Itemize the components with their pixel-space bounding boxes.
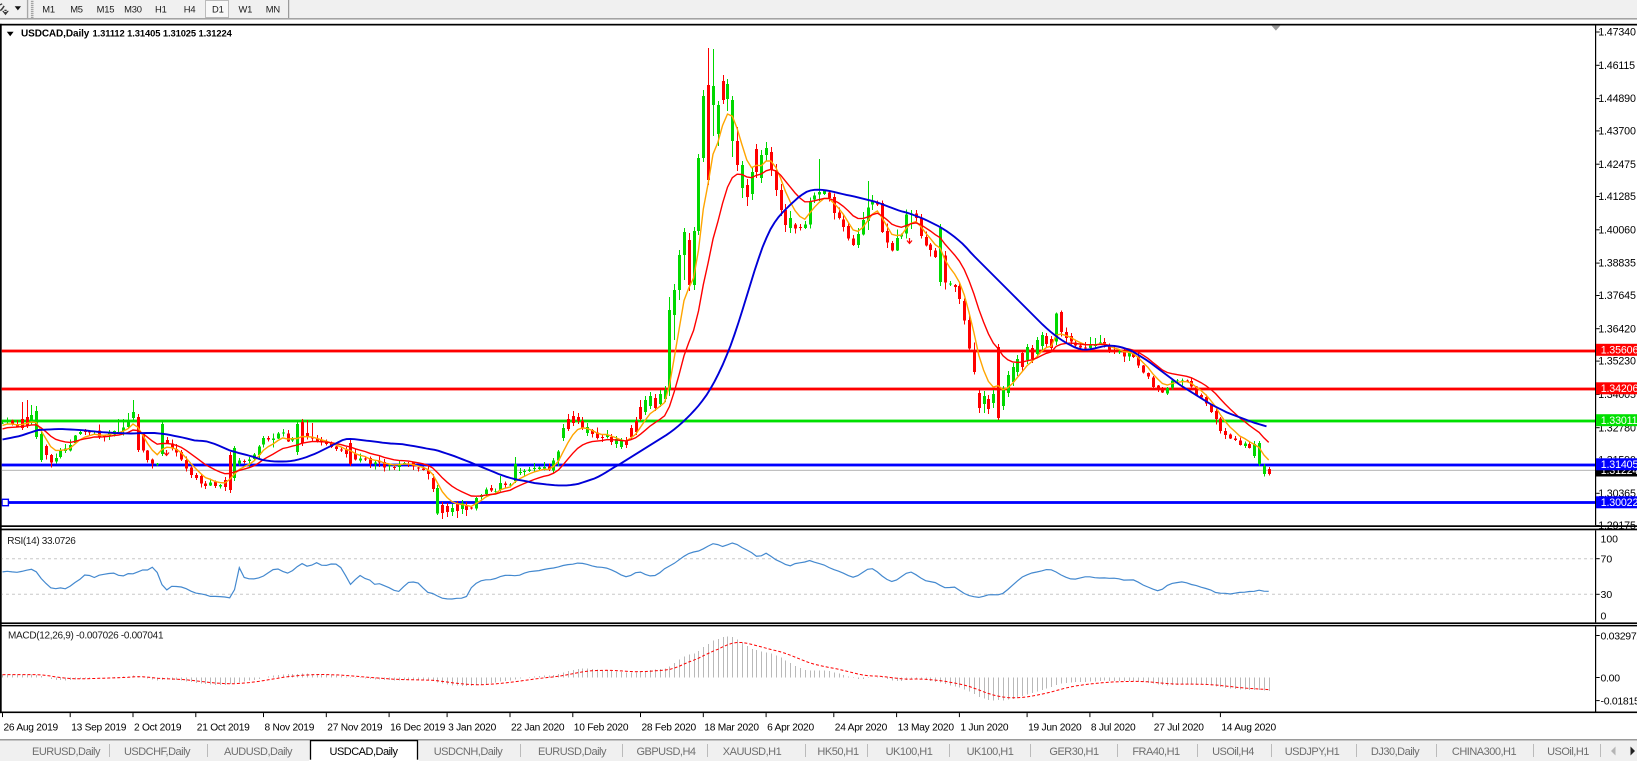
svg-text:1.38835: 1.38835 xyxy=(1598,258,1636,270)
svg-text:M30: M30 xyxy=(124,4,142,15)
svg-text:1.31405: 1.31405 xyxy=(1601,459,1637,471)
svg-text:EURUSD,Daily: EURUSD,Daily xyxy=(32,746,101,758)
svg-text:70: 70 xyxy=(1601,554,1613,566)
svg-text:8 Jul 2020: 8 Jul 2020 xyxy=(1091,723,1136,734)
svg-text:MACD(12,26,9) -0.007026 -0.007: MACD(12,26,9) -0.007026 -0.007041 xyxy=(8,631,164,642)
svg-text:GER30,H1: GER30,H1 xyxy=(1049,746,1099,758)
svg-text:RSI(14) 33.0726: RSI(14) 33.0726 xyxy=(7,536,76,547)
svg-text:28 Feb 2020: 28 Feb 2020 xyxy=(642,723,697,734)
svg-text:1.35606: 1.35606 xyxy=(1601,345,1637,357)
svg-text:W1: W1 xyxy=(238,4,252,15)
svg-text:10 Feb 2020: 10 Feb 2020 xyxy=(574,723,629,734)
svg-text:M5: M5 xyxy=(70,4,83,15)
svg-text:EURUSD,Daily: EURUSD,Daily xyxy=(538,746,607,758)
svg-text:M15: M15 xyxy=(97,4,115,15)
svg-text:24 Apr 2020: 24 Apr 2020 xyxy=(835,723,888,734)
svg-text:1.34206: 1.34206 xyxy=(1601,383,1637,395)
svg-text:0.00: 0.00 xyxy=(1601,672,1621,684)
svg-text:1.46115: 1.46115 xyxy=(1598,60,1635,72)
svg-text:1.41285: 1.41285 xyxy=(1598,191,1636,203)
svg-text:1.30022: 1.30022 xyxy=(1601,497,1637,509)
svg-text:-0.018154: -0.018154 xyxy=(1601,695,1637,707)
svg-text:1.47340: 1.47340 xyxy=(1598,27,1636,39)
svg-text:27 Nov 2019: 27 Nov 2019 xyxy=(327,723,383,734)
svg-text:2 Oct 2019: 2 Oct 2019 xyxy=(134,723,182,734)
svg-text:26 Aug 2019: 26 Aug 2019 xyxy=(4,723,59,734)
svg-text:M1: M1 xyxy=(42,4,55,15)
svg-text:13 Sep 2019: 13 Sep 2019 xyxy=(71,723,127,734)
svg-text:30: 30 xyxy=(1601,589,1613,601)
svg-text:USOil,H4: USOil,H4 xyxy=(1212,746,1254,758)
svg-text:1.31112 1.31405 1.31025 1.3122: 1.31112 1.31405 1.31025 1.31224 xyxy=(93,28,233,39)
svg-text:H4: H4 xyxy=(184,4,196,15)
svg-text:1.40060: 1.40060 xyxy=(1598,224,1636,236)
svg-text:8 Nov 2019: 8 Nov 2019 xyxy=(265,723,315,734)
svg-text:USDCHF,Daily: USDCHF,Daily xyxy=(124,746,191,758)
svg-text:18 Mar 2020: 18 Mar 2020 xyxy=(704,723,759,734)
svg-text:1.43700: 1.43700 xyxy=(1598,126,1636,138)
svg-text:MN: MN xyxy=(266,4,280,15)
svg-text:1.33011: 1.33011 xyxy=(1601,415,1637,427)
svg-text:21 Oct 2019: 21 Oct 2019 xyxy=(197,723,250,734)
svg-text:USOil,H1: USOil,H1 xyxy=(1547,746,1589,758)
svg-text:DJ30,Daily: DJ30,Daily xyxy=(1371,746,1420,758)
svg-text:14 Aug 2020: 14 Aug 2020 xyxy=(1221,723,1276,734)
svg-text:XAUUSD,H1: XAUUSD,H1 xyxy=(723,746,782,758)
svg-text:USDCAD,Daily: USDCAD,Daily xyxy=(330,746,399,758)
svg-text:UK100,H1: UK100,H1 xyxy=(886,746,933,758)
svg-text:1 Jun 2020: 1 Jun 2020 xyxy=(960,723,1008,734)
svg-text:3 Jan 2020: 3 Jan 2020 xyxy=(448,723,496,734)
svg-text:19 Jun 2020: 19 Jun 2020 xyxy=(1028,723,1082,734)
svg-text:GBPUSD,H4: GBPUSD,H4 xyxy=(636,746,695,758)
svg-text:UK100,H1: UK100,H1 xyxy=(967,746,1014,758)
svg-text:AUDUSD,Daily: AUDUSD,Daily xyxy=(224,746,293,758)
svg-text:27 Jul 2020: 27 Jul 2020 xyxy=(1154,723,1205,734)
svg-text:1.29175: 1.29175 xyxy=(1598,520,1636,532)
svg-text:FRA40,H1: FRA40,H1 xyxy=(1132,746,1180,758)
svg-text:HK50,H1: HK50,H1 xyxy=(817,746,859,758)
svg-text:1.44890: 1.44890 xyxy=(1598,93,1636,105)
svg-text:22 Jan 2020: 22 Jan 2020 xyxy=(511,723,565,734)
svg-text:D1: D1 xyxy=(212,4,224,15)
svg-text:CHINA300,H1: CHINA300,H1 xyxy=(1452,746,1517,758)
svg-text:13 May 2020: 13 May 2020 xyxy=(898,723,955,734)
svg-text:1.36420: 1.36420 xyxy=(1598,323,1636,335)
svg-text:1.35230: 1.35230 xyxy=(1598,356,1636,368)
svg-text:0.032972: 0.032972 xyxy=(1601,630,1637,642)
svg-text:USDCAD,Daily: USDCAD,Daily xyxy=(21,29,90,40)
svg-text:USDCNH,Daily: USDCNH,Daily xyxy=(434,746,504,758)
svg-text:1.37645: 1.37645 xyxy=(1598,290,1636,302)
svg-text:16 Dec 2019: 16 Dec 2019 xyxy=(390,723,446,734)
svg-text:1.42475: 1.42475 xyxy=(1598,159,1636,171)
svg-text:H1: H1 xyxy=(155,4,167,15)
svg-text:0: 0 xyxy=(1601,610,1607,622)
svg-text:100: 100 xyxy=(1601,533,1619,545)
svg-text:6 Apr 2020: 6 Apr 2020 xyxy=(767,723,814,734)
svg-text:USDJPY,H1: USDJPY,H1 xyxy=(1285,746,1340,758)
